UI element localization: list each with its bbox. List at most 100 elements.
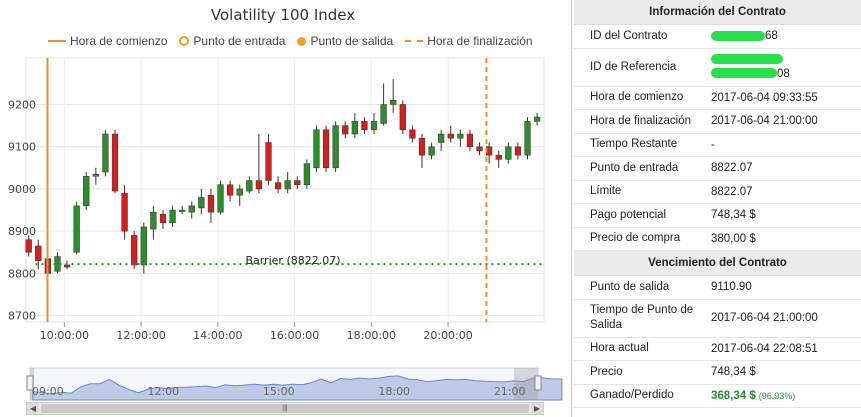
profit-value: 368,34 $ (711, 389, 756, 402)
plot-frame (25, 57, 545, 323)
row-entry-spot: Punto de entrada 8822.07 (574, 157, 861, 181)
reference-id-value: 08 (711, 53, 861, 81)
candle-down (255, 180, 263, 190)
legend-start-time-label: Hora de comienzo (70, 34, 168, 48)
candle-down (514, 146, 522, 156)
candle-down (476, 146, 483, 152)
x-tick-label: 18:00:00 (347, 329, 396, 342)
navigator-tick-label: 21:00 (494, 385, 526, 398)
legend-end-time[interactable]: Hora de finalización (405, 34, 533, 48)
start-time-value: 2017-06-04 09:33:55 (711, 91, 818, 104)
price-value: 748,34 $ (711, 366, 756, 379)
purchase-price-label: Precio de compra (590, 232, 681, 245)
payout-label: Pago potencial (590, 208, 667, 221)
navigator-mask-right (514, 368, 538, 400)
navigator-tick-label: 09:00 (32, 385, 64, 398)
scrollbar-thumb[interactable]: ||| (41, 404, 529, 413)
candle-up (505, 146, 512, 160)
navigator-scrollbar[interactable]: ◀ ||| ▶ (26, 402, 544, 415)
y-tick-label: 8900 (8, 225, 36, 238)
candle-down (466, 133, 474, 147)
row-end-time: Hora de finalización 2017-06-04 21:00:00 (574, 110, 861, 134)
navigator-tick-label: 15:00 (263, 385, 295, 398)
candle-up (390, 99, 397, 105)
x-tick-label: 16:00:00 (270, 329, 319, 342)
scroll-right-arrow-icon[interactable]: ▶ (531, 403, 543, 414)
candle-down (25, 239, 32, 253)
candle-up (179, 209, 186, 212)
scroll-left-arrow-icon[interactable]: ◀ (27, 403, 39, 414)
ring-icon (179, 36, 190, 46)
legend-exit-spot[interactable]: Punto de salida (297, 34, 393, 48)
candle-down (35, 245, 42, 262)
x-tick-label: 20:00:00 (423, 329, 472, 342)
profit-percent: (96,93%) (758, 390, 796, 401)
navigator-tick-label: 12:00 (147, 385, 179, 398)
redaction-mark (711, 31, 765, 42)
start-time-label: Hora de comienzo (590, 91, 684, 104)
row-current-time: Hora actual 2017-06-04 22:08:51 (574, 338, 861, 361)
y-tick-label: 8800 (8, 267, 36, 280)
contract-id-value: 68 (711, 29, 861, 43)
remaining-value: - (711, 138, 715, 151)
candle-up (217, 184, 224, 213)
candle-down (207, 195, 215, 213)
candle-up (198, 197, 205, 209)
remaining-label: Tiempo Restante (590, 138, 678, 151)
legend-start-time[interactable]: Hora de comienzo (48, 34, 167, 48)
row-exit-spot: Punto de salida 9110.90 (574, 276, 861, 300)
candle-down (399, 104, 406, 131)
navigator-handle-right (534, 375, 542, 391)
legend-entry-spot[interactable]: Punto de entrada (179, 34, 285, 48)
candlestick-chart[interactable]: 9200 9100 9000 8900 8800 8700 10:00:00 12:00:0… (0, 0, 566, 417)
row-start-time: Hora de comienzo 2017-06-04 09:33:55 (574, 87, 861, 110)
current-time-label: Hora actual (590, 342, 649, 355)
profit-value-cell: 368,34 $ (96,93%) (711, 389, 861, 403)
y-tick-label: 9200 (8, 98, 36, 111)
navigator-tick-label: 18:00 (378, 385, 410, 398)
candle-up (303, 163, 310, 185)
candle-down (418, 138, 426, 156)
row-reference-id: ID de Referencia 08 (574, 49, 861, 87)
candle-down (409, 129, 416, 139)
candle-up (92, 173, 99, 177)
chart-title: Volatility 100 Index (210, 6, 356, 24)
row-purchase-price: Precio de compra 380,00 $ (574, 228, 861, 251)
end-time-value: 2017-06-04 21:00:00 (711, 115, 818, 128)
barrier-label: Barrier (8822.07) (245, 254, 340, 267)
contract-panel: Información del Contrato ID del Contrato… (574, 0, 861, 417)
panel-divider (571, 0, 572, 417)
dot-icon (297, 36, 307, 46)
candle-up (102, 133, 109, 173)
y-tick-label: 9000 (8, 183, 36, 196)
exit-spot-label: Punto de salida (590, 280, 670, 293)
redaction-mark (711, 68, 777, 79)
exit-time-value: 2017-06-04 21:00:00 (711, 312, 818, 324)
y-tick-label: 8700 (8, 310, 36, 323)
contract-info-header: Información del Contrato (574, 0, 861, 25)
candle-up (140, 226, 147, 266)
candle-up (332, 125, 339, 169)
expiry-header: Vencimiento del Contrato (574, 251, 861, 276)
end-time-label: Hora de finalización (590, 114, 692, 127)
candle-up (150, 211, 157, 230)
candle-up (428, 146, 435, 156)
contract-id-label: ID del Contrato (590, 29, 668, 42)
candle-down (159, 214, 167, 223)
candle-down (63, 264, 71, 268)
candle-up (236, 188, 243, 196)
candle-up (533, 116, 541, 122)
row-price: Precio 748,34 $ (574, 361, 861, 385)
candle-up (246, 180, 253, 192)
candle-up (169, 209, 176, 223)
row-barrier: Límite 8822.07 (574, 181, 861, 204)
candle-up (313, 129, 320, 169)
dashed-line-icon (405, 40, 424, 42)
x-tick-label: 12:00:00 (116, 329, 165, 342)
barrier-row-value: 8822.07 (711, 185, 753, 198)
candle-up (188, 205, 195, 213)
candle-up (370, 121, 378, 131)
candle-down (322, 129, 330, 169)
chart-area[interactable]: Volatility 100 Index Hora de comienzo Pu… (0, 0, 566, 417)
barrier-row-label: Límite (590, 185, 622, 198)
